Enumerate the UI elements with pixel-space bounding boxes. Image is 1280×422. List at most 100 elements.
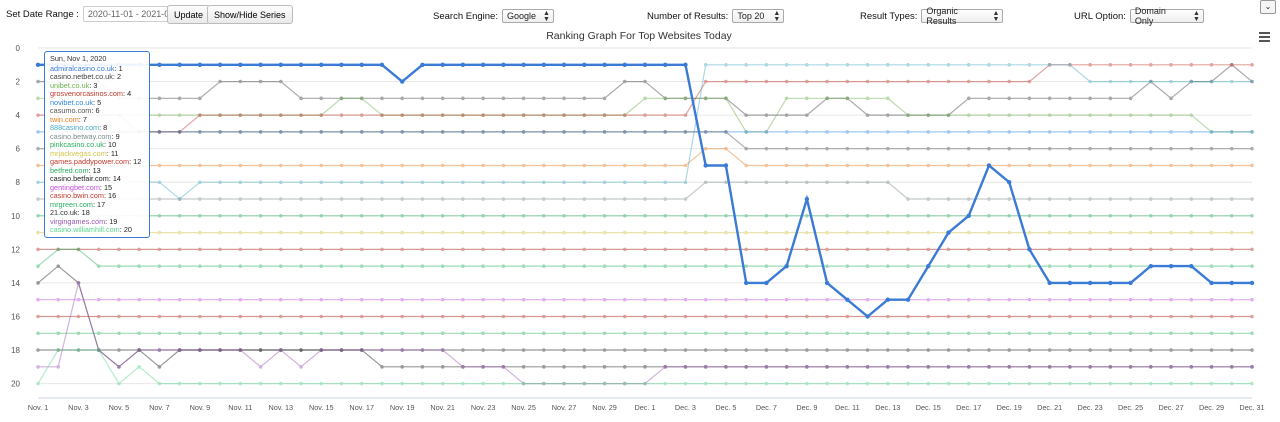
data-point	[157, 314, 162, 319]
data-point	[1007, 96, 1011, 101]
data-point	[643, 314, 647, 319]
data-point	[906, 79, 910, 84]
data-point	[461, 297, 465, 302]
data-point	[602, 264, 607, 268]
data-point	[805, 314, 809, 319]
data-point	[643, 230, 647, 235]
date-range-input[interactable]	[82, 6, 181, 22]
data-point	[643, 130, 647, 134]
data-point	[319, 297, 324, 302]
data-point	[339, 62, 344, 67]
data-point	[643, 348, 647, 352]
data-point	[400, 79, 405, 84]
data-point	[420, 96, 425, 101]
search-engine-select[interactable]: Google ▲ ▼	[501, 9, 554, 23]
data-point	[1088, 297, 1092, 302]
data-point	[380, 381, 384, 386]
data-point	[238, 348, 243, 352]
data-point	[784, 214, 789, 218]
data-point	[1169, 297, 1173, 302]
data-point	[1128, 146, 1133, 151]
data-point	[1088, 79, 1092, 84]
data-point	[643, 79, 647, 84]
search-engine-label: Search Engine:	[433, 10, 498, 22]
data-point	[703, 230, 708, 235]
data-point	[319, 130, 324, 134]
data-point	[380, 365, 384, 369]
data-point	[440, 214, 445, 218]
data-point	[1047, 214, 1052, 218]
x-tick-label: Nov. 3	[68, 403, 89, 412]
data-point	[865, 297, 870, 302]
data-point	[218, 264, 222, 268]
data-point	[724, 264, 728, 268]
data-point	[319, 113, 324, 117]
data-point	[1128, 62, 1133, 67]
data-point	[339, 130, 344, 134]
data-point	[481, 331, 485, 336]
tooltip-entry-site: games.paddypower.com	[50, 157, 130, 166]
data-point	[420, 180, 425, 185]
data-point	[1108, 247, 1113, 252]
data-point	[36, 264, 40, 268]
series-betfred-com	[36, 247, 1254, 268]
data-point	[198, 113, 202, 117]
data-point	[157, 214, 162, 218]
data-point	[562, 130, 566, 134]
data-point	[582, 130, 587, 134]
data-point	[400, 163, 405, 168]
data-point	[157, 230, 162, 235]
chart-menu-icon[interactable]	[1259, 32, 1270, 44]
data-point	[1149, 113, 1153, 117]
data-point	[825, 163, 829, 168]
data-point	[339, 381, 344, 386]
data-point	[805, 365, 809, 369]
data-point	[906, 314, 910, 319]
data-point	[359, 348, 364, 352]
data-point	[906, 365, 910, 369]
data-point	[582, 230, 587, 235]
data-point	[966, 331, 971, 336]
data-point	[1209, 381, 1214, 386]
data-point	[663, 113, 668, 117]
tooltip-entry-site: gentingbet.com	[50, 182, 100, 192]
collapse-chevron-icon[interactable]: ⌄	[1260, 0, 1276, 14]
data-point	[1068, 146, 1072, 151]
data-point	[865, 264, 870, 268]
data-point	[663, 214, 668, 218]
tooltip-entry-site: mrjackvegas.com	[50, 148, 107, 158]
data-point	[542, 314, 546, 319]
series-admiralcasino-co-uk	[35, 62, 1255, 319]
data-point	[602, 113, 607, 117]
data-point	[461, 365, 465, 369]
data-point	[602, 163, 607, 168]
data-point	[1229, 197, 1234, 201]
data-point	[966, 381, 971, 386]
data-point	[643, 264, 647, 268]
data-point	[1250, 130, 1254, 134]
data-point	[400, 130, 405, 134]
show-hide-series-button[interactable]: Show/Hide Series	[207, 5, 293, 24]
data-point	[36, 365, 40, 369]
data-point	[157, 348, 162, 352]
data-point	[724, 62, 728, 67]
data-point	[987, 247, 991, 252]
data-point	[602, 230, 607, 235]
data-point	[299, 163, 303, 168]
data-point	[744, 62, 748, 67]
data-point	[582, 113, 587, 117]
data-point	[622, 214, 627, 218]
data-point	[1169, 331, 1173, 336]
data-point	[1108, 331, 1113, 336]
data-point	[1189, 331, 1194, 336]
data-point	[76, 348, 81, 352]
update-button[interactable]: Update	[167, 5, 211, 24]
data-point	[1149, 79, 1153, 84]
results-select[interactable]: Top 20 ▲ ▼	[732, 9, 785, 23]
data-point	[582, 331, 587, 336]
data-point	[764, 230, 769, 235]
url-option-select[interactable]: Domain Only ▲ ▼	[1129, 6, 1204, 26]
data-point	[339, 314, 344, 319]
data-point	[764, 348, 769, 352]
result-types-select[interactable]: Organic Results ▲ ▼	[921, 6, 1004, 26]
